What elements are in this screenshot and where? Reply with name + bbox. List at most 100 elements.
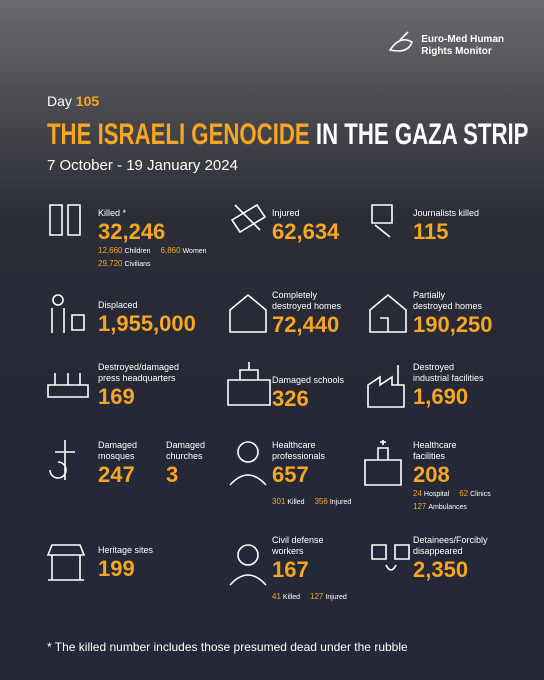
- date-range: 7 October - 19 January 2024: [47, 157, 238, 174]
- stat-value: 1,955,000: [98, 311, 196, 336]
- icon-school: [227, 362, 271, 406]
- footnote: * The killed number includes those presu…: [47, 640, 408, 654]
- detail-number: 41: [272, 592, 281, 601]
- stat: Damaged churches 3: [166, 440, 205, 488]
- detail-text: Hospital: [423, 491, 450, 498]
- stat-label: Heritage sites: [98, 545, 154, 555]
- icon-partial: [369, 293, 407, 333]
- detail-number: 127: [413, 502, 427, 511]
- stat-label: disappeared: [413, 546, 463, 556]
- stat-label: industrial facilities: [413, 373, 484, 383]
- stat-label: Damaged schools: [272, 375, 345, 385]
- detail-text: Civilians: [124, 261, 151, 268]
- org-line: Rights Monitor: [421, 46, 492, 57]
- day-label: Day: [47, 93, 72, 109]
- detail-number: 356: [314, 497, 328, 506]
- icon-heritage: [46, 544, 86, 581]
- detail-text: Injured: [329, 499, 352, 506]
- stat-value: 199: [98, 556, 135, 581]
- stat-value: 208: [413, 462, 450, 487]
- detail-number: 6,860: [160, 246, 181, 255]
- detail-text: Clinics: [470, 491, 491, 498]
- stat-label: destroyed homes: [413, 301, 483, 311]
- stat-label: Healthcare: [413, 440, 457, 450]
- stat-value: 2,350: [413, 557, 469, 582]
- title: THE ISRAELI GENOCIDE IN THE GAZA STRIP: [47, 118, 528, 152]
- detail-number: 29,720: [98, 259, 123, 268]
- stat-value: 115: [413, 219, 449, 244]
- org-name: Euro-Med Human Rights Monitor: [421, 34, 504, 58]
- stat: Destroyed/damaged press headquarters 169: [98, 362, 179, 410]
- stat-label: destroyed homes: [272, 301, 342, 311]
- title-highlight: THE ISRAELI GENOCIDE: [47, 118, 310, 151]
- stat: Civil defense workers 167 41 Killed 127 Injure…: [272, 535, 357, 604]
- icon-journalists: [371, 204, 393, 238]
- detail-number: 24: [413, 489, 422, 498]
- stat-label: Injured: [272, 208, 300, 218]
- icon-homes: [229, 293, 267, 333]
- stat-value: 247: [98, 462, 135, 487]
- stat-label: Completely: [272, 290, 318, 300]
- detail-number: 12,660: [98, 246, 123, 255]
- stat: Heritage sites 199: [98, 545, 153, 582]
- stat: Displaced 1,955,000: [98, 300, 196, 337]
- stat: Damaged mosques 247: [98, 440, 137, 488]
- stat-detail: 127 Ambulances: [413, 501, 501, 514]
- icon-industry: [367, 365, 405, 408]
- stat-label: Destroyed: [413, 362, 455, 372]
- stat-label: Displaced: [98, 300, 138, 310]
- stat-value: 190,250: [413, 312, 493, 337]
- stat: Destroyed industrial facilities 1,690: [413, 362, 484, 410]
- detail-text: Killed: [287, 499, 305, 506]
- detail-text: Women: [182, 248, 207, 255]
- stat-label: Destroyed/damaged: [98, 362, 180, 372]
- icon-hospital: [364, 440, 402, 486]
- stat-label: Civil defense: [272, 535, 324, 545]
- stat: Healthcare professionals 657 301 Killed 356 In…: [272, 440, 361, 509]
- stat-value: 169: [98, 384, 135, 409]
- detail-number: 62: [459, 489, 469, 498]
- stat: Partially destroyed homes 190,250: [413, 290, 493, 338]
- logo: [388, 31, 413, 52]
- stat-value: 326: [272, 386, 309, 411]
- stat-label: churches: [166, 451, 203, 461]
- stat-label: professionals: [272, 451, 326, 461]
- icon-religion: [49, 440, 75, 480]
- stat-value: 3: [166, 462, 179, 487]
- day: Day 105: [47, 93, 99, 109]
- icon-killed: [49, 204, 81, 236]
- stat-value: 62,634: [272, 219, 340, 244]
- stat-value: 1,690: [413, 384, 469, 409]
- stat-label: mosques: [98, 451, 135, 461]
- detail-text: Injured: [325, 594, 347, 601]
- stat: Detainees/Forcibly disappeared 2,350: [413, 535, 488, 583]
- stat-value: 167: [272, 557, 309, 582]
- detail-text: Children: [124, 248, 151, 255]
- stat-label: Detainees/Forcibly: [413, 535, 488, 545]
- stat-label: Damaged: [166, 440, 206, 450]
- detail-number: 301: [272, 497, 286, 506]
- icon-injured: [230, 203, 267, 234]
- icon-health-workers: [237, 441, 259, 463]
- stat-detail: 24 Hospital 62 Clinics: [413, 488, 501, 501]
- icon-civil-defense: [237, 544, 259, 566]
- stat-value: 32,246: [98, 219, 166, 244]
- stat-label: press headquarters: [98, 373, 176, 383]
- title-rest: IN THE GAZA STRIP: [315, 118, 529, 151]
- stat-detail: 41 Killed 127 Injured: [272, 591, 357, 604]
- icon-detainees: [371, 544, 410, 571]
- stat-label: Healthcare: [272, 440, 316, 450]
- stat-detail: 12,660 Children 6,860 Women: [98, 245, 217, 258]
- stat-detail: 29,720 Civilians: [98, 258, 217, 271]
- stat-label: Journalists killed: [413, 208, 480, 218]
- stat: Injured 62,634: [272, 208, 339, 245]
- stat: Journalists killed 115: [413, 208, 479, 245]
- stat-value: 657: [272, 462, 309, 487]
- stat: Damaged schools 326: [272, 375, 344, 412]
- stat-detail: 301 Killed 356 Injured: [272, 496, 361, 509]
- detail-text: Ambulances: [428, 504, 467, 511]
- day-number: 105: [75, 93, 100, 109]
- icon-press: [47, 373, 89, 398]
- detail-text: Killed: [282, 594, 301, 601]
